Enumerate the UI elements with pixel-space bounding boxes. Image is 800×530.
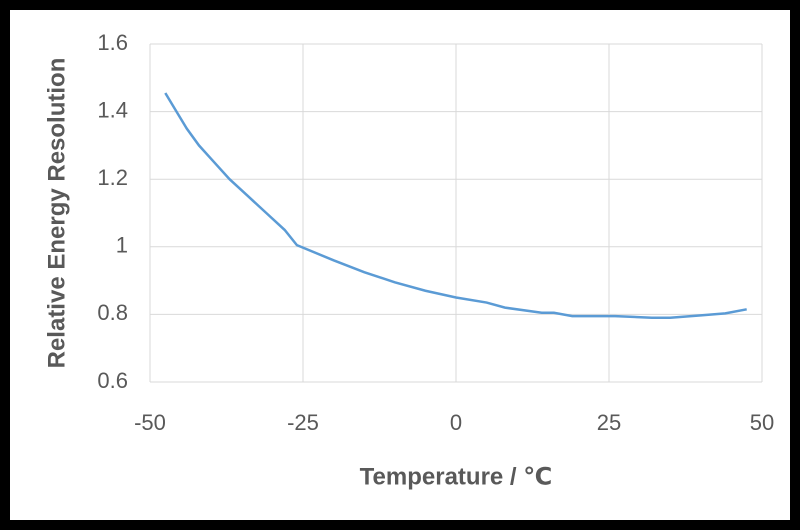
y-tick-label: 1 [116, 233, 128, 258]
chart-background [10, 10, 790, 520]
x-tick-label: 25 [597, 410, 621, 435]
y-tick-label: 0.8 [97, 300, 128, 325]
x-axis-title: Temperature / ℃ [360, 463, 553, 490]
y-tick-label: 1.2 [97, 165, 128, 190]
x-tick-label: -50 [134, 410, 166, 435]
data-line [164, 92, 747, 320]
x-tick-label: 50 [750, 410, 774, 435]
y-tick-label: 1.4 [97, 97, 128, 122]
y-tick-label: 1.6 [97, 30, 128, 55]
x-tick-label: -25 [287, 410, 319, 435]
y-axis-title: Relative Energy Resolution [43, 58, 70, 369]
y-tick-label: 0.6 [97, 368, 128, 393]
x-tick-label: 0 [450, 410, 462, 435]
